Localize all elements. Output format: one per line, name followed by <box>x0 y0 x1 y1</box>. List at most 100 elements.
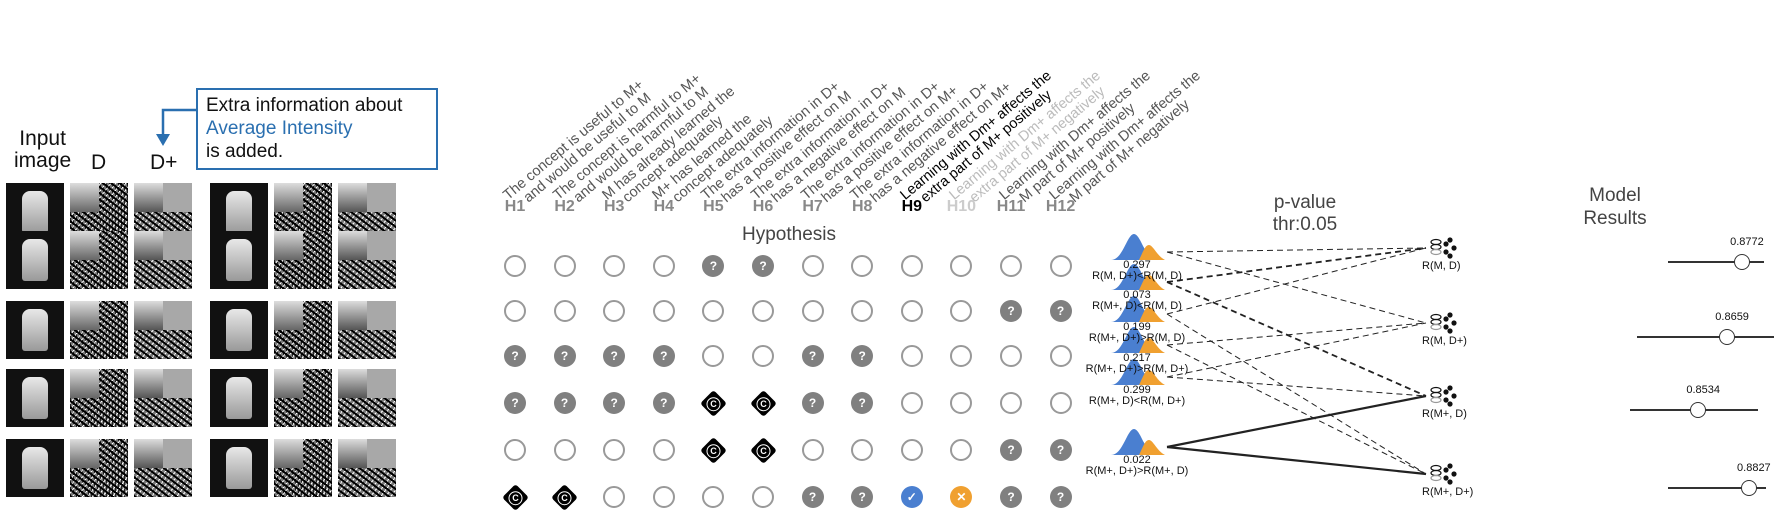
question-icon: ? <box>1049 300 1072 322</box>
result-value: 0.8827 <box>1737 462 1771 474</box>
network-node-icon <box>1451 320 1457 326</box>
result-knob <box>1690 402 1707 418</box>
connection-line <box>1166 281 1427 397</box>
pvalue-number: 0.217 <box>1123 352 1151 364</box>
question-icon: ? <box>801 486 824 508</box>
hypothesis-id: H1 <box>504 198 526 215</box>
empty-circle-icon <box>851 300 874 322</box>
empty-circle-icon <box>801 300 824 322</box>
question-icon: ? <box>851 392 874 414</box>
empty-circle-icon <box>603 486 626 508</box>
sample-thumbnail <box>134 439 192 497</box>
question-icon: ? <box>1049 486 1072 508</box>
empty-circle-icon <box>752 486 774 508</box>
network-node-icon <box>1447 463 1453 469</box>
result-value: 0.8772 <box>1730 236 1764 248</box>
cross-icon: ✕ <box>950 486 973 508</box>
empty-circle-icon <box>752 300 774 322</box>
empty-circle-icon <box>504 439 526 461</box>
result-knob <box>1734 254 1751 270</box>
connection-line <box>1166 322 1427 378</box>
model-label: R(M+, D+) <box>1422 486 1474 498</box>
model-stack-icon <box>1430 323 1442 331</box>
pvalue-comparison-label: R(M+, D+)>R(M+, D) <box>1085 465 1189 477</box>
pvalue-number: 0.073 <box>1123 289 1151 301</box>
connection-line <box>1166 322 1427 346</box>
empty-circle-icon <box>900 255 923 277</box>
callout-line-3: is added. <box>206 141 284 162</box>
result-track <box>1668 261 1764 263</box>
dplus-column-label: D+ <box>150 151 178 174</box>
empty-circle-icon <box>851 439 874 461</box>
empty-circle-icon <box>752 345 774 367</box>
hypothesis-id: H2 <box>554 198 575 215</box>
empty-circle-icon <box>1049 255 1072 277</box>
empty-circle-icon <box>652 255 675 277</box>
sample-thumbnail <box>274 231 332 289</box>
connection-line <box>1166 247 1427 253</box>
empty-circle-icon <box>553 255 576 277</box>
sample-thumbnail <box>274 301 332 359</box>
input-image-label: Input image <box>14 127 72 172</box>
empty-circle-icon <box>950 345 973 367</box>
sample-thumbnail <box>210 439 268 497</box>
pvalue-number: 0.297 <box>1123 259 1151 271</box>
hypothesis-id: H3 <box>603 198 625 215</box>
sample-thumbnail <box>6 439 64 497</box>
question-icon: ? <box>652 392 675 414</box>
empty-circle-icon <box>702 486 725 508</box>
network-node-icon <box>1447 253 1453 259</box>
network-node-icon <box>1451 393 1457 399</box>
network-node-icon <box>1443 475 1449 481</box>
question-icon: ? <box>504 345 526 367</box>
empty-circle-icon <box>504 300 526 322</box>
sample-thumbnail <box>274 439 332 497</box>
pvalue-number: 0.022 <box>1123 454 1151 466</box>
hypothesis-id: H10 <box>946 198 977 215</box>
network-node-icon <box>1443 467 1449 473</box>
empty-circle-icon <box>900 300 923 322</box>
hypothesis-id: H5 <box>703 198 724 215</box>
question-icon: ? <box>504 392 526 414</box>
model-stack-icon <box>1430 386 1442 394</box>
network-node-icon <box>1451 245 1457 251</box>
network-node-icon <box>1443 397 1449 403</box>
result-value: 0.8659 <box>1715 311 1749 323</box>
pvalue-number: 0.199 <box>1123 321 1151 333</box>
empty-circle-icon <box>504 255 526 277</box>
network-node-icon <box>1451 471 1457 477</box>
empty-circle-icon <box>801 255 824 277</box>
model-stack-icon <box>1430 318 1442 326</box>
empty-circle-icon <box>950 439 973 461</box>
sample-thumbnail <box>70 439 128 497</box>
sample-thumbnail <box>70 369 128 427</box>
distribution-tail <box>1139 245 1165 260</box>
model-stack-icon <box>1430 238 1442 246</box>
question-icon: ? <box>1000 300 1022 322</box>
model-label: R(M, D) <box>1422 260 1461 272</box>
sample-thumbnail <box>70 301 128 359</box>
sample-thumbnail <box>274 369 332 427</box>
sample-thumbnail <box>6 231 64 289</box>
sample-thumbnail <box>210 369 268 427</box>
result-knob <box>1741 480 1758 496</box>
connection-line <box>1166 344 1427 475</box>
model-stack-icon <box>1430 391 1442 399</box>
network-node-icon <box>1447 328 1453 334</box>
network-node-icon <box>1447 385 1453 391</box>
model-stack-icon <box>1430 469 1442 477</box>
question-icon: ? <box>1049 439 1072 461</box>
network-node-icon <box>1443 241 1449 247</box>
question-icon: ? <box>1000 486 1022 508</box>
empty-circle-icon <box>950 300 973 322</box>
sample-thumbnail <box>338 231 396 289</box>
sample-thumbnail <box>134 369 192 427</box>
model-stack-icon <box>1430 243 1442 251</box>
connection-line <box>1166 251 1427 324</box>
empty-circle-icon <box>1000 392 1022 414</box>
empty-circle-icon <box>652 300 675 322</box>
distribution-tail <box>1139 275 1165 290</box>
empty-circle-icon <box>603 255 626 277</box>
empty-circle-icon <box>900 439 923 461</box>
empty-circle-icon <box>1000 345 1022 367</box>
